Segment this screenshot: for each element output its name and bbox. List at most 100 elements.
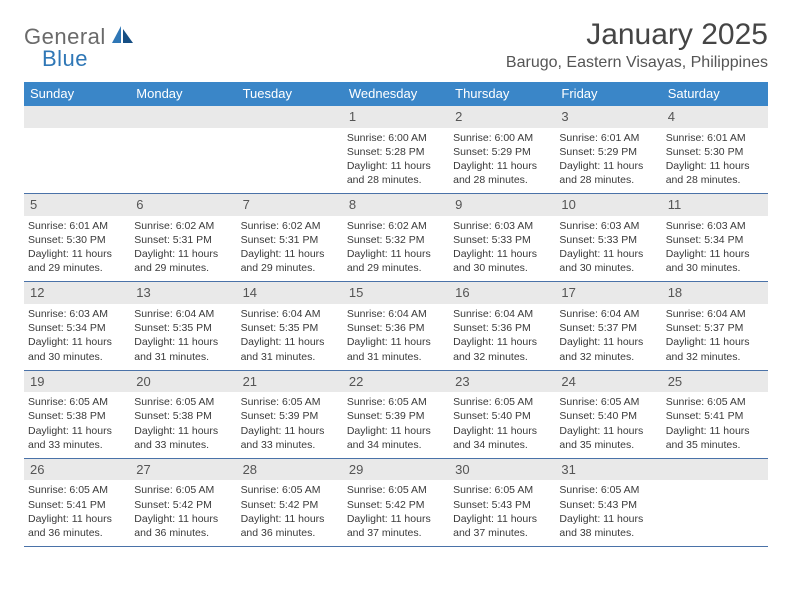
day-sunrise: Sunrise: 6:01 AM (28, 219, 126, 233)
day-cell: 30Sunrise: 6:05 AMSunset: 5:43 PMDayligh… (449, 459, 555, 547)
day-dl2: and 34 minutes. (453, 438, 551, 452)
day-dl1: Daylight: 11 hours (559, 159, 657, 173)
day-number: 6 (130, 194, 236, 216)
day-number: 18 (662, 282, 768, 304)
day-dl2: and 32 minutes. (453, 350, 551, 364)
day-cell: 1Sunrise: 6:00 AMSunset: 5:28 PMDaylight… (343, 106, 449, 194)
day-sunset: Sunset: 5:37 PM (666, 321, 764, 335)
day-cell (24, 106, 130, 194)
day-sunrise: Sunrise: 6:05 AM (347, 483, 445, 497)
dow-cell: Saturday (662, 82, 768, 106)
day-sunset: Sunset: 5:29 PM (453, 145, 551, 159)
day-dl1: Daylight: 11 hours (134, 512, 232, 526)
day-cell: 21Sunrise: 6:05 AMSunset: 5:39 PMDayligh… (237, 371, 343, 459)
day-sunrise: Sunrise: 6:04 AM (559, 307, 657, 321)
day-dl1: Daylight: 11 hours (559, 424, 657, 438)
day-dl1: Daylight: 11 hours (134, 424, 232, 438)
day-cell: 25Sunrise: 6:05 AMSunset: 5:41 PMDayligh… (662, 371, 768, 459)
day-dl2: and 30 minutes. (666, 261, 764, 275)
day-dl1: Daylight: 11 hours (347, 247, 445, 261)
day-dl1: Daylight: 11 hours (241, 512, 339, 526)
day-cell: 27Sunrise: 6:05 AMSunset: 5:42 PMDayligh… (130, 459, 236, 547)
day-cell: 18Sunrise: 6:04 AMSunset: 5:37 PMDayligh… (662, 282, 768, 370)
day-cell: 17Sunrise: 6:04 AMSunset: 5:37 PMDayligh… (555, 282, 661, 370)
day-cell: 7Sunrise: 6:02 AMSunset: 5:31 PMDaylight… (237, 194, 343, 282)
day-dl1: Daylight: 11 hours (28, 247, 126, 261)
day-dl1: Daylight: 11 hours (453, 159, 551, 173)
day-sunrise: Sunrise: 6:02 AM (347, 219, 445, 233)
day-cell (237, 106, 343, 194)
day-sunrise: Sunrise: 6:00 AM (347, 131, 445, 145)
day-sunrise: Sunrise: 6:05 AM (559, 395, 657, 409)
day-sunrise: Sunrise: 6:05 AM (241, 483, 339, 497)
day-sunrise: Sunrise: 6:01 AM (666, 131, 764, 145)
day-cell: 12Sunrise: 6:03 AMSunset: 5:34 PMDayligh… (24, 282, 130, 370)
day-dl2: and 36 minutes. (241, 526, 339, 540)
header: General Blue January 2025 Barugo, Easter… (24, 18, 768, 72)
day-dl2: and 35 minutes. (666, 438, 764, 452)
day-sunset: Sunset: 5:30 PM (28, 233, 126, 247)
day-dl2: and 31 minutes. (347, 350, 445, 364)
day-number: 14 (237, 282, 343, 304)
day-sunrise: Sunrise: 6:05 AM (28, 483, 126, 497)
day-sunrise: Sunrise: 6:03 AM (28, 307, 126, 321)
day-dl2: and 30 minutes. (28, 350, 126, 364)
day-number: 22 (343, 371, 449, 393)
day-number (662, 459, 768, 481)
day-sunset: Sunset: 5:31 PM (134, 233, 232, 247)
day-sunrise: Sunrise: 6:02 AM (241, 219, 339, 233)
day-sunset: Sunset: 5:40 PM (453, 409, 551, 423)
day-sunset: Sunset: 5:33 PM (453, 233, 551, 247)
day-sunset: Sunset: 5:38 PM (134, 409, 232, 423)
day-dl2: and 36 minutes. (28, 526, 126, 540)
day-number: 3 (555, 106, 661, 128)
day-sunrise: Sunrise: 6:04 AM (134, 307, 232, 321)
day-dl1: Daylight: 11 hours (28, 424, 126, 438)
day-cell: 29Sunrise: 6:05 AMSunset: 5:42 PMDayligh… (343, 459, 449, 547)
day-sunrise: Sunrise: 6:03 AM (453, 219, 551, 233)
day-number: 28 (237, 459, 343, 481)
day-cell (662, 459, 768, 547)
day-dl1: Daylight: 11 hours (666, 247, 764, 261)
day-dl1: Daylight: 11 hours (134, 247, 232, 261)
day-dl2: and 38 minutes. (559, 526, 657, 540)
day-dl2: and 34 minutes. (347, 438, 445, 452)
day-number: 26 (24, 459, 130, 481)
day-number: 23 (449, 371, 555, 393)
day-sunrise: Sunrise: 6:01 AM (559, 131, 657, 145)
day-sunrise: Sunrise: 6:05 AM (453, 395, 551, 409)
day-number: 9 (449, 194, 555, 216)
day-dl2: and 32 minutes. (666, 350, 764, 364)
day-sunrise: Sunrise: 6:04 AM (241, 307, 339, 321)
day-cell: 3Sunrise: 6:01 AMSunset: 5:29 PMDaylight… (555, 106, 661, 194)
day-sunrise: Sunrise: 6:05 AM (559, 483, 657, 497)
day-number: 8 (343, 194, 449, 216)
day-sunset: Sunset: 5:36 PM (453, 321, 551, 335)
day-dl2: and 37 minutes. (347, 526, 445, 540)
day-cell: 5Sunrise: 6:01 AMSunset: 5:30 PMDaylight… (24, 194, 130, 282)
day-number: 29 (343, 459, 449, 481)
day-dl1: Daylight: 11 hours (347, 424, 445, 438)
day-number: 30 (449, 459, 555, 481)
day-dl2: and 32 minutes. (559, 350, 657, 364)
day-cell: 10Sunrise: 6:03 AMSunset: 5:33 PMDayligh… (555, 194, 661, 282)
day-number: 1 (343, 106, 449, 128)
day-cell: 8Sunrise: 6:02 AMSunset: 5:32 PMDaylight… (343, 194, 449, 282)
day-number: 19 (24, 371, 130, 393)
day-number: 31 (555, 459, 661, 481)
day-cell: 14Sunrise: 6:04 AMSunset: 5:35 PMDayligh… (237, 282, 343, 370)
day-sunset: Sunset: 5:31 PM (241, 233, 339, 247)
day-dl1: Daylight: 11 hours (559, 247, 657, 261)
day-number: 4 (662, 106, 768, 128)
day-dl2: and 29 minutes. (241, 261, 339, 275)
day-dl2: and 30 minutes. (559, 261, 657, 275)
page-subtitle: Barugo, Eastern Visayas, Philippines (506, 54, 768, 72)
day-sunset: Sunset: 5:33 PM (559, 233, 657, 247)
day-sunrise: Sunrise: 6:02 AM (134, 219, 232, 233)
page-title: January 2025 (506, 18, 768, 52)
day-dl2: and 33 minutes. (134, 438, 232, 452)
day-sunset: Sunset: 5:42 PM (134, 498, 232, 512)
day-dl2: and 37 minutes. (453, 526, 551, 540)
day-dl1: Daylight: 11 hours (347, 335, 445, 349)
day-dl1: Daylight: 11 hours (134, 335, 232, 349)
